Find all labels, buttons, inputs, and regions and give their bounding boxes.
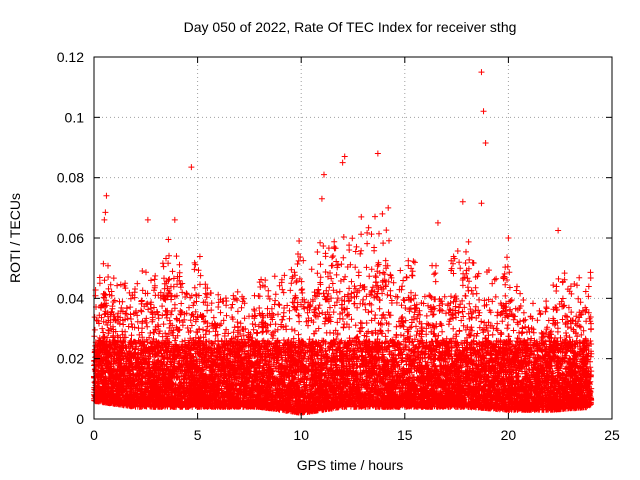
data-point (102, 209, 109, 216)
data-point (188, 164, 195, 171)
data-point-cloud (91, 210, 595, 416)
data-point (341, 153, 348, 160)
data-point (318, 195, 325, 202)
data-point (103, 192, 110, 199)
x-tick-label: 5 (194, 427, 202, 443)
data-point (358, 213, 365, 220)
x-tick-label: 0 (90, 427, 98, 443)
y-tick-label: 0.02 (57, 351, 84, 367)
y-axis-label: ROTI / TECUs (7, 193, 23, 283)
data-point (385, 204, 392, 211)
x-tick-label: 10 (293, 427, 309, 443)
data-points (91, 69, 595, 416)
data-point (478, 200, 485, 207)
data-point (482, 139, 489, 146)
data-point (555, 227, 562, 234)
axis-ticks: 0 5 10 15 20 25 0 0.02 0.04 0.06 0.08 0.1 0.12 (57, 49, 620, 443)
data-point (320, 171, 327, 178)
data-point (101, 216, 108, 223)
data-point (434, 219, 441, 226)
data-point (478, 69, 485, 76)
data-point (505, 235, 512, 241)
data-point (459, 198, 466, 205)
chart-title: Day 050 of 2022, Rate Of TEC Index for r… (184, 19, 517, 35)
data-point (374, 150, 381, 157)
x-tick-label: 15 (397, 427, 413, 443)
data-point (339, 159, 346, 166)
x-axis-label: GPS time / hours (297, 457, 404, 473)
data-point (480, 108, 487, 115)
y-tick-label: 0.06 (57, 230, 84, 246)
y-tick-label: 0.1 (65, 109, 85, 125)
data-point (144, 216, 151, 223)
x-tick-label: 25 (604, 427, 620, 443)
y-tick-label: 0.04 (57, 290, 84, 306)
x-tick-label: 20 (501, 427, 517, 443)
y-tick-label: 0.08 (57, 170, 84, 186)
y-tick-label: 0.12 (57, 49, 84, 65)
data-point (296, 238, 303, 245)
y-tick-label: 0 (76, 411, 84, 427)
data-point (171, 216, 178, 223)
